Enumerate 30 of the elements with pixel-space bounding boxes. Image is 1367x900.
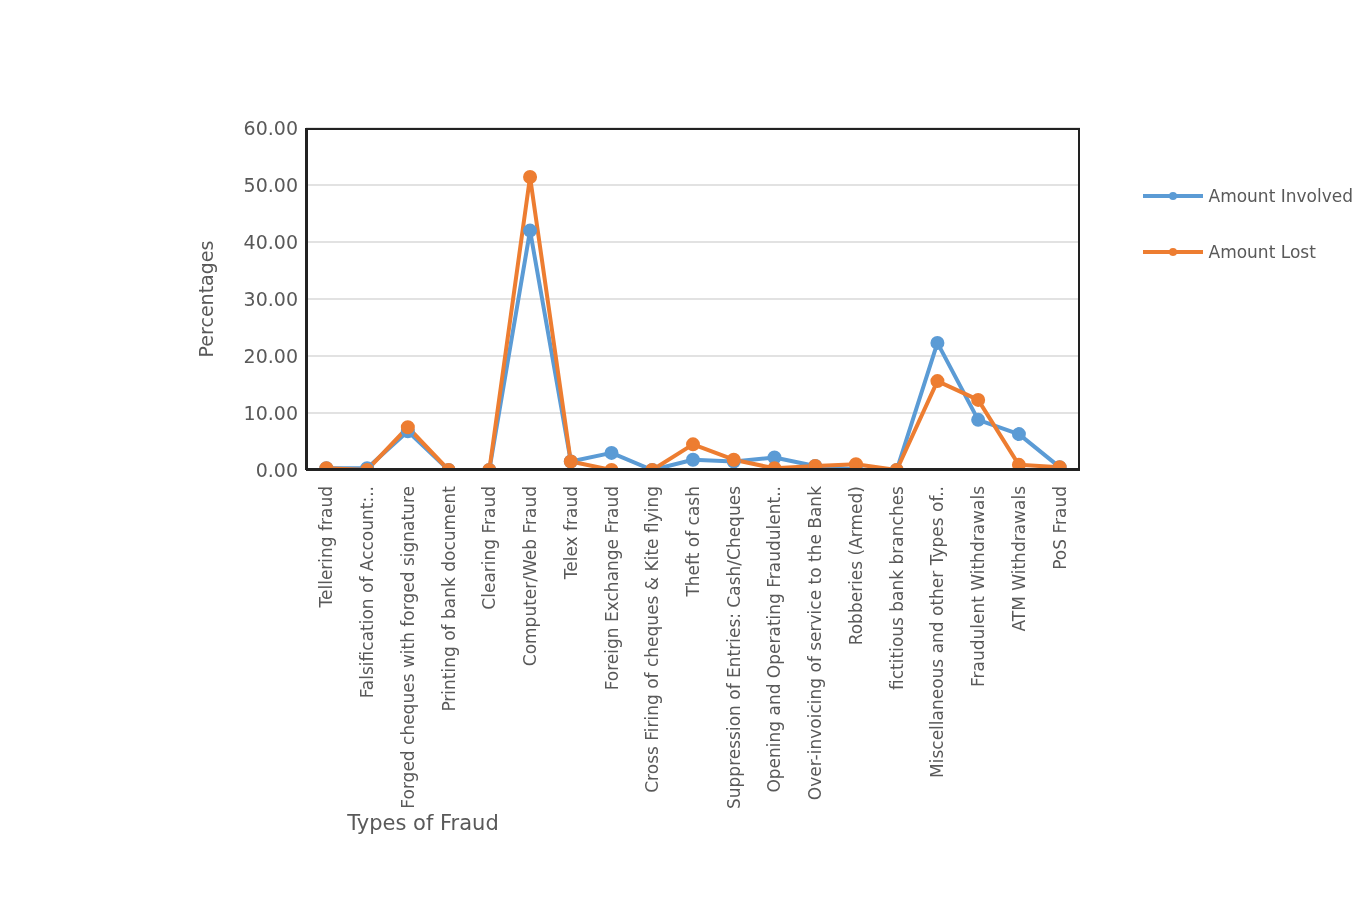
x-tick-label: ATM Withdrawals [1008,485,1029,632]
x-tick-label: Cross Firing of cheques & Kite flying [642,486,663,793]
x-tick-label: Theft of cash [683,486,703,598]
y-tick-label: 0.00 [255,458,298,481]
y-tick-label: 20.00 [243,344,298,367]
y-tick-label: 40.00 [243,230,298,253]
x-tick-label: Forged cheques with forged signature [397,486,418,809]
y-tick-label: 60.00 [243,116,298,139]
x-tick-label: Telex fraud [560,486,581,581]
x-tick-label: Clearing Fraud [479,486,500,610]
x-tick-label: Opening and Operating Fraudulent.. [764,486,785,793]
x-tick-label: Falsification of Account:.. [357,486,378,699]
y-tick-label: 10.00 [243,401,298,424]
x-tick-label: Over-invoicing of service to the Bank [805,485,826,801]
x-tick-label: Robberies (Armed) [845,486,866,646]
x-tick-label: Miscellaneous and other Types of.. [927,486,948,778]
legend-label: Amount Lost [1208,242,1316,262]
y-axis-title: Percentages [194,240,217,358]
x-axis-title: Types of Fraud [346,811,499,835]
legend-label: Amount Involved [1208,186,1353,206]
x-tick-label: Computer/Web Fraud [520,486,541,667]
x-tick-label: Printing of bank document [438,485,459,712]
x-tick-label: PoS Fraud [1049,486,1070,570]
x-tick-label: Tellering fraud [316,486,337,609]
y-tick-label: 50.00 [243,173,298,196]
y-tick-label: 30.00 [243,287,298,310]
x-tick-label: Foreign Exchange Fraud [601,486,622,691]
x-tick-label: fictitious bank branches [886,485,907,690]
x-tick-label: Fraudulent Withdrawals [968,485,989,688]
x-tick-label: Suppression of Entries: Cash/Cheques [723,485,744,809]
